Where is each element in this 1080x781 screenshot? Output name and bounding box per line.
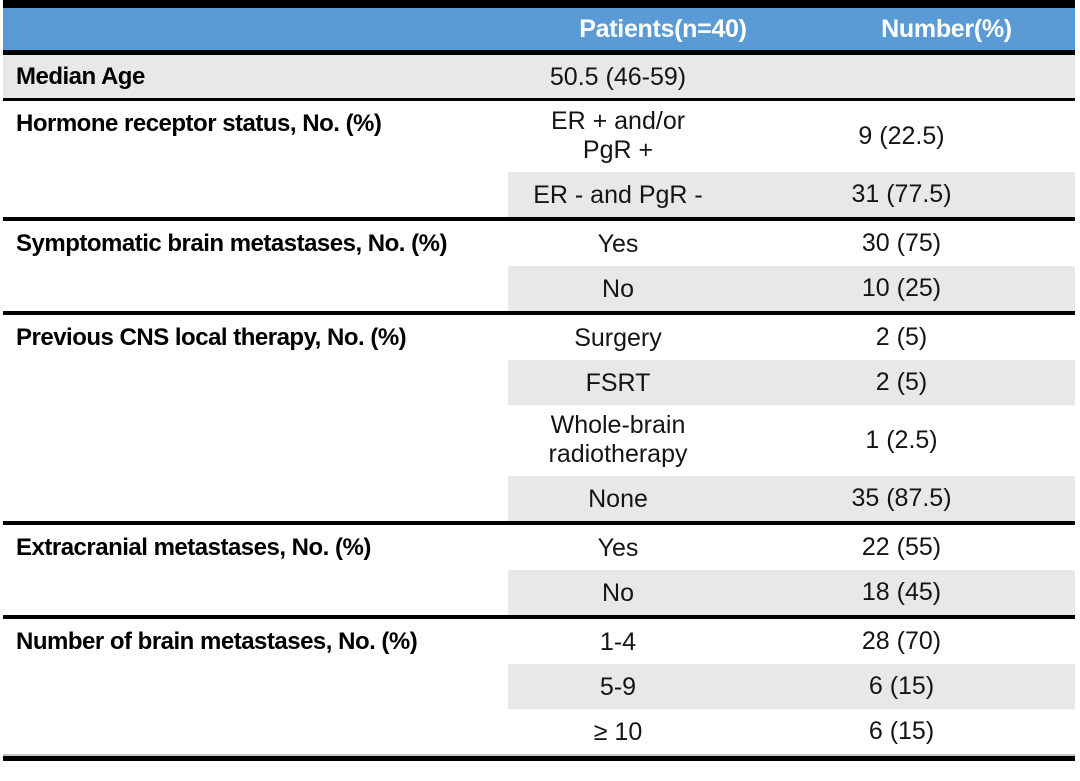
row-category-label: Number of brain metastases, No. (%)	[16, 628, 418, 655]
group-rows: Yes 22 (55) No 18 (45)	[508, 525, 1075, 615]
row-category-label: Hormone receptor status, No. (%)	[16, 110, 382, 137]
header-number-column: Number(%)	[881, 14, 1012, 43]
row-category-label: Symptomatic brain metastases, No. (%)	[16, 230, 447, 257]
patients-value-cell: FSRT	[585, 369, 651, 397]
number-percent-cell: 31 (77.5)	[851, 180, 952, 208]
group-rows: 50.5 (46-59)	[508, 55, 1075, 98]
table-row: 5-9 6 (15)	[508, 664, 1075, 709]
number-percent-cell: 9 (22.5)	[858, 122, 945, 150]
header-divider	[3, 50, 1075, 55]
table-row: Yes 30 (75)	[508, 221, 1075, 266]
table-top-border	[3, 0, 1075, 8]
table-group: Hormone receptor status, No. (%) ER + and…	[3, 101, 1075, 221]
patients-value-cell: Whole-brain radiotherapy	[548, 411, 688, 468]
patients-value-cell: ER + and/or PgR +	[550, 107, 686, 164]
number-percent-cell: 6 (15)	[868, 717, 935, 745]
table-row: No 18 (45)	[508, 570, 1075, 615]
table-group: Symptomatic brain metastases, No. (%) Yes…	[3, 221, 1075, 315]
table-header-row: Patients(n=40) Number(%)	[3, 8, 1075, 50]
patient-characteristics-table: Patients(n=40) Number(%) Median Age 50.5 …	[3, 0, 1075, 761]
patients-value-cell: ER - and PgR -	[533, 181, 703, 209]
number-percent-cell: 22 (55)	[861, 533, 942, 561]
patients-value-cell: 5-9	[599, 673, 637, 701]
group-rows: Surgery 2 (5) FSRT 2 (5) Whole-brain radioth…	[508, 315, 1075, 521]
number-percent-cell: 6 (15)	[868, 672, 935, 700]
group-rows: ER + and/or PgR + 9 (22.5) ER - and PgR - 3…	[508, 101, 1075, 217]
table-row: 1-4 28 (70)	[508, 619, 1075, 664]
table-group: Extracranial metastases, No. (%) Yes 22 (5…	[3, 525, 1075, 619]
number-percent-cell: 2 (5)	[875, 368, 928, 396]
patients-value-cell: Yes	[597, 230, 639, 258]
number-percent-cell: 30 (75)	[861, 229, 942, 257]
table-body: Median Age 50.5 (46-59) Hormone receptor s…	[3, 55, 1075, 754]
number-percent-cell: 35 (87.5)	[851, 484, 952, 512]
row-category-label: Previous CNS local therapy, No. (%)	[16, 324, 407, 351]
number-percent-cell: 1 (2.5)	[865, 426, 938, 454]
number-percent-cell: 28 (70)	[861, 627, 942, 655]
table-group: Median Age 50.5 (46-59)	[3, 55, 1075, 101]
table-row: ER + and/or PgR + 9 (22.5)	[508, 101, 1075, 172]
table-bottom-border	[3, 754, 1075, 761]
patients-value-cell: 1-4	[599, 628, 637, 656]
table-group: Number of brain metastases, No. (%) 1-4 28…	[3, 619, 1075, 754]
patients-value-cell: No	[602, 579, 634, 607]
table-row: Surgery 2 (5)	[508, 315, 1075, 360]
row-category-label: Median Age	[16, 62, 145, 90]
table-row: No 10 (25)	[508, 266, 1075, 311]
patients-value-cell: 50.5 (46-59)	[549, 63, 687, 91]
table-row: FSRT 2 (5)	[508, 360, 1075, 405]
group-rows: 1-4 28 (70) 5-9 6 (15) ≥ 10 6 (15)	[508, 619, 1075, 754]
table-row: ≥ 10 6 (15)	[508, 709, 1075, 754]
number-percent-cell: 2 (5)	[875, 323, 928, 351]
patients-value-cell: None	[588, 485, 648, 513]
number-percent-cell: 18 (45)	[861, 578, 942, 606]
table-group: Previous CNS local therapy, No. (%) Surge…	[3, 315, 1075, 525]
table-row: Whole-brain radiotherapy 1 (2.5)	[508, 405, 1075, 476]
row-category-label: Extracranial metastases, No. (%)	[16, 534, 371, 561]
patients-value-cell: Yes	[597, 534, 639, 562]
table-row: Yes 22 (55)	[508, 525, 1075, 570]
patients-value-cell: Surgery	[574, 324, 662, 352]
table-row: None 35 (87.5)	[508, 476, 1075, 521]
group-rows: Yes 30 (75) No 10 (25)	[508, 221, 1075, 311]
header-patients-column: Patients(n=40)	[579, 14, 747, 43]
number-percent-cell	[728, 55, 1075, 98]
patients-value-cell: ≥ 10	[593, 718, 643, 746]
table-row: ER - and PgR - 31 (77.5)	[508, 172, 1075, 217]
patients-value-cell: No	[602, 275, 634, 303]
number-percent-cell: 10 (25)	[861, 274, 942, 302]
table-row: 50.5 (46-59)	[508, 55, 1075, 98]
